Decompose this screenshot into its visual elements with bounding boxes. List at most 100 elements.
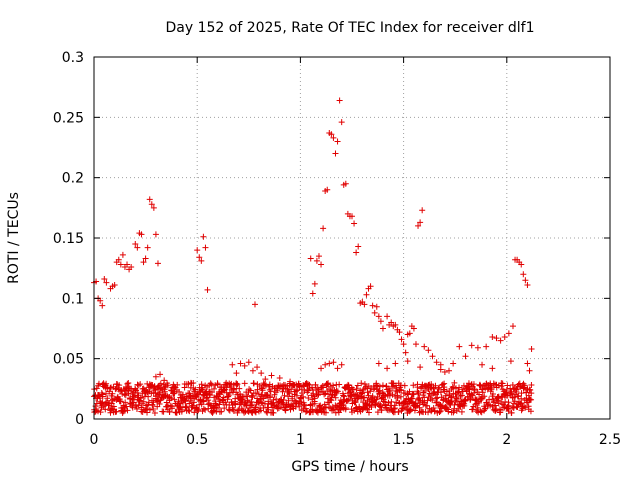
- data-point: [392, 360, 399, 367]
- data-point: [237, 390, 244, 397]
- data-point: [452, 398, 459, 405]
- data-point: [155, 383, 162, 390]
- data-point: [479, 389, 486, 396]
- data-point: [144, 244, 151, 251]
- data-point: [161, 388, 168, 395]
- data-point: [258, 370, 265, 377]
- data-point: [136, 397, 143, 404]
- data-point: [336, 381, 343, 388]
- data-point: [505, 399, 512, 406]
- data-point: [406, 330, 413, 337]
- data-point: [101, 276, 108, 283]
- data-point: [129, 404, 136, 411]
- grid-lines: [94, 57, 610, 419]
- data-point: [274, 387, 281, 394]
- data-point: [314, 392, 321, 399]
- data-point: [437, 361, 444, 368]
- data-point: [324, 381, 331, 388]
- data-point: [481, 393, 488, 400]
- data-point: [142, 255, 149, 262]
- data-point: [262, 376, 269, 383]
- data-point: [144, 405, 151, 412]
- data-point: [408, 398, 415, 405]
- data-point: [288, 386, 295, 393]
- data-point: [528, 346, 535, 353]
- data-point: [489, 403, 496, 410]
- data-point: [405, 407, 412, 414]
- data-point: [528, 396, 535, 403]
- data-point: [250, 380, 257, 387]
- data-point: [320, 384, 327, 391]
- data-point: [208, 389, 215, 396]
- chart-title: Day 152 of 2025, Rate Of TEC Index for r…: [166, 20, 535, 36]
- data-point: [292, 388, 299, 395]
- data-point: [324, 186, 331, 193]
- data-point: [421, 387, 428, 394]
- data-point: [441, 368, 448, 375]
- data-point: [241, 362, 248, 369]
- data-point: [375, 400, 382, 407]
- data-point: [349, 213, 355, 220]
- data-point: [407, 406, 414, 413]
- data-point: [107, 409, 114, 416]
- data-point: [267, 393, 274, 400]
- data-point: [479, 361, 486, 368]
- data-point: [265, 406, 272, 413]
- data-point: [151, 409, 158, 416]
- data-point: [234, 381, 241, 388]
- data-point: [457, 393, 464, 400]
- data-point: [218, 408, 225, 415]
- data-point: [202, 389, 209, 396]
- data-point: [262, 382, 269, 389]
- data-point: [132, 241, 139, 248]
- data-point: [152, 231, 159, 238]
- data-point: [146, 406, 153, 413]
- data-point: [124, 407, 131, 414]
- data-point: [498, 393, 505, 400]
- data-point: [353, 249, 360, 256]
- data-point: [522, 404, 529, 411]
- data-point: [386, 387, 393, 394]
- x-axis-label: GPS time / hours: [291, 459, 408, 475]
- data-point: [261, 381, 268, 388]
- data-point: [373, 303, 380, 310]
- data-point: [329, 391, 335, 398]
- data-point: [505, 330, 512, 337]
- data-point: [268, 372, 275, 379]
- data-point: [166, 408, 173, 415]
- data-point: [266, 386, 273, 393]
- data-point: [252, 409, 259, 416]
- data-point: [368, 404, 375, 411]
- data-point: [241, 380, 248, 387]
- data-point: [140, 259, 147, 266]
- data-point: [249, 367, 256, 374]
- data-point: [379, 389, 386, 396]
- data-point: [260, 395, 267, 402]
- data-point: [476, 381, 483, 388]
- data-point: [342, 406, 349, 413]
- data-point: [132, 403, 139, 410]
- data-point: [363, 405, 370, 412]
- data-point: [189, 402, 196, 409]
- data-point: [123, 403, 130, 410]
- data-point: [398, 336, 405, 343]
- data-point: [246, 386, 253, 393]
- data-point: [501, 333, 508, 340]
- data-point: [137, 381, 144, 388]
- data-point: [185, 407, 192, 414]
- data-point: [179, 406, 186, 413]
- data-point: [326, 360, 333, 367]
- data-point: [510, 404, 517, 411]
- data-point: [168, 394, 175, 401]
- data-point: [126, 396, 133, 403]
- data-point: [355, 243, 362, 250]
- data-point: [527, 387, 534, 394]
- data-point: [361, 301, 368, 308]
- data-point: [191, 409, 198, 416]
- data-point: [374, 409, 381, 416]
- data-point: [401, 382, 408, 389]
- data-point: [369, 302, 376, 309]
- data-point: [150, 399, 157, 406]
- data-point: [131, 392, 138, 399]
- data-point: [497, 337, 504, 344]
